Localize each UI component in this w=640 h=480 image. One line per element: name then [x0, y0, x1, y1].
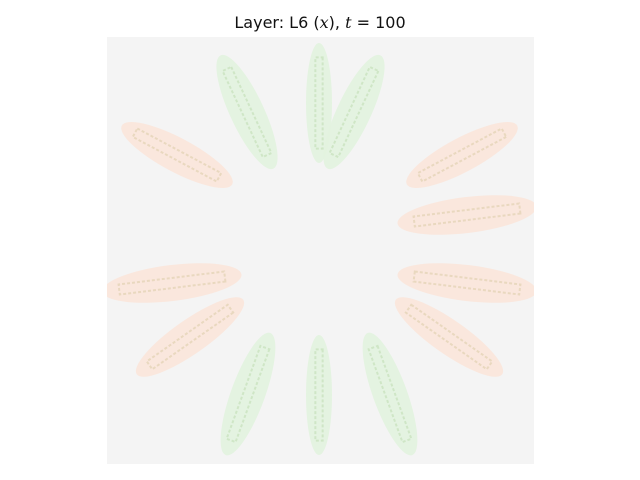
petal-midrib-2	[328, 65, 380, 159]
petal-6	[394, 297, 504, 377]
petal-midrib-10	[145, 303, 235, 371]
petal-body-8	[306, 335, 332, 455]
petal-body-13	[216, 54, 278, 170]
title-time-value: 100	[375, 13, 406, 32]
title-time-symbol: t	[345, 13, 352, 32]
petal-body-2	[323, 54, 385, 170]
petal-11	[107, 263, 242, 303]
petal-1	[306, 43, 332, 163]
title-middle: ),	[328, 13, 346, 32]
petal-body-6	[394, 297, 504, 377]
petal-9	[220, 332, 276, 456]
petal-5	[397, 263, 534, 303]
activation-map	[107, 37, 534, 464]
petal-2	[323, 54, 385, 170]
petal-midrib-13	[221, 65, 273, 159]
petal-4	[397, 195, 534, 235]
title-variable: x	[319, 13, 329, 32]
petal-midrib-8	[314, 348, 324, 442]
petal-midrib-1	[314, 56, 324, 150]
layer-activation-image	[107, 37, 534, 464]
petal-8	[306, 335, 332, 455]
petal-3	[406, 122, 518, 188]
title-prefix: Layer: L6 (	[234, 13, 320, 32]
petal-midrib-9	[225, 344, 271, 444]
petal-body-1	[306, 43, 332, 163]
petal-midrib-5	[412, 270, 522, 296]
petal-10	[135, 297, 245, 377]
petal-body-3	[406, 122, 518, 188]
petal-midrib-6	[404, 303, 494, 371]
petal-body-7	[362, 332, 418, 456]
petal-body-9	[220, 332, 276, 456]
title-equals: =	[351, 13, 376, 32]
petal-midrib-3	[416, 127, 508, 183]
petal-body-10	[135, 297, 245, 377]
petal-12	[121, 122, 233, 188]
petal-midrib-12	[131, 127, 223, 183]
petal-7	[362, 332, 418, 456]
petal-body-12	[121, 122, 233, 188]
petal-midrib-4	[412, 202, 522, 228]
petal-midrib-11	[117, 270, 227, 296]
petal-midrib-7	[367, 344, 413, 444]
petal-13	[216, 54, 278, 170]
figure-title: Layer: L6 (x), t = 100	[0, 13, 640, 33]
